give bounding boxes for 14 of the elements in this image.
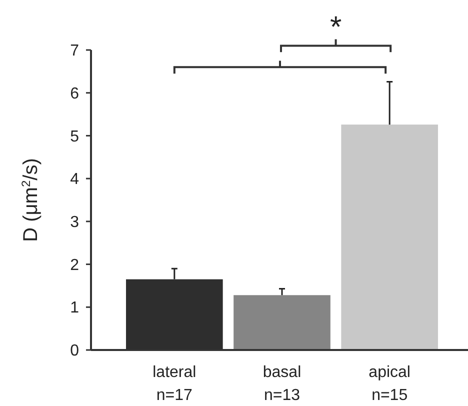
- y-tick-label: 2: [70, 256, 80, 274]
- bar: [234, 295, 330, 350]
- y-tick-label: 6: [70, 85, 80, 102]
- y-tick-label: 5: [70, 128, 80, 146]
- text: *: [330, 11, 342, 44]
- y-tick-label: 4: [70, 171, 80, 188]
- x-tick-label: basal n=13: [262, 364, 302, 404]
- x-tick-label: apical n=15: [368, 364, 410, 404]
- y-tick-label: 0: [70, 342, 80, 360]
- x-tick-label: lateral n=17: [152, 364, 196, 404]
- y-tick-label: 7: [70, 42, 80, 60]
- bar: [341, 124, 438, 350]
- y-tick-label: 3: [70, 214, 80, 232]
- y-tick-label: 1: [70, 300, 80, 317]
